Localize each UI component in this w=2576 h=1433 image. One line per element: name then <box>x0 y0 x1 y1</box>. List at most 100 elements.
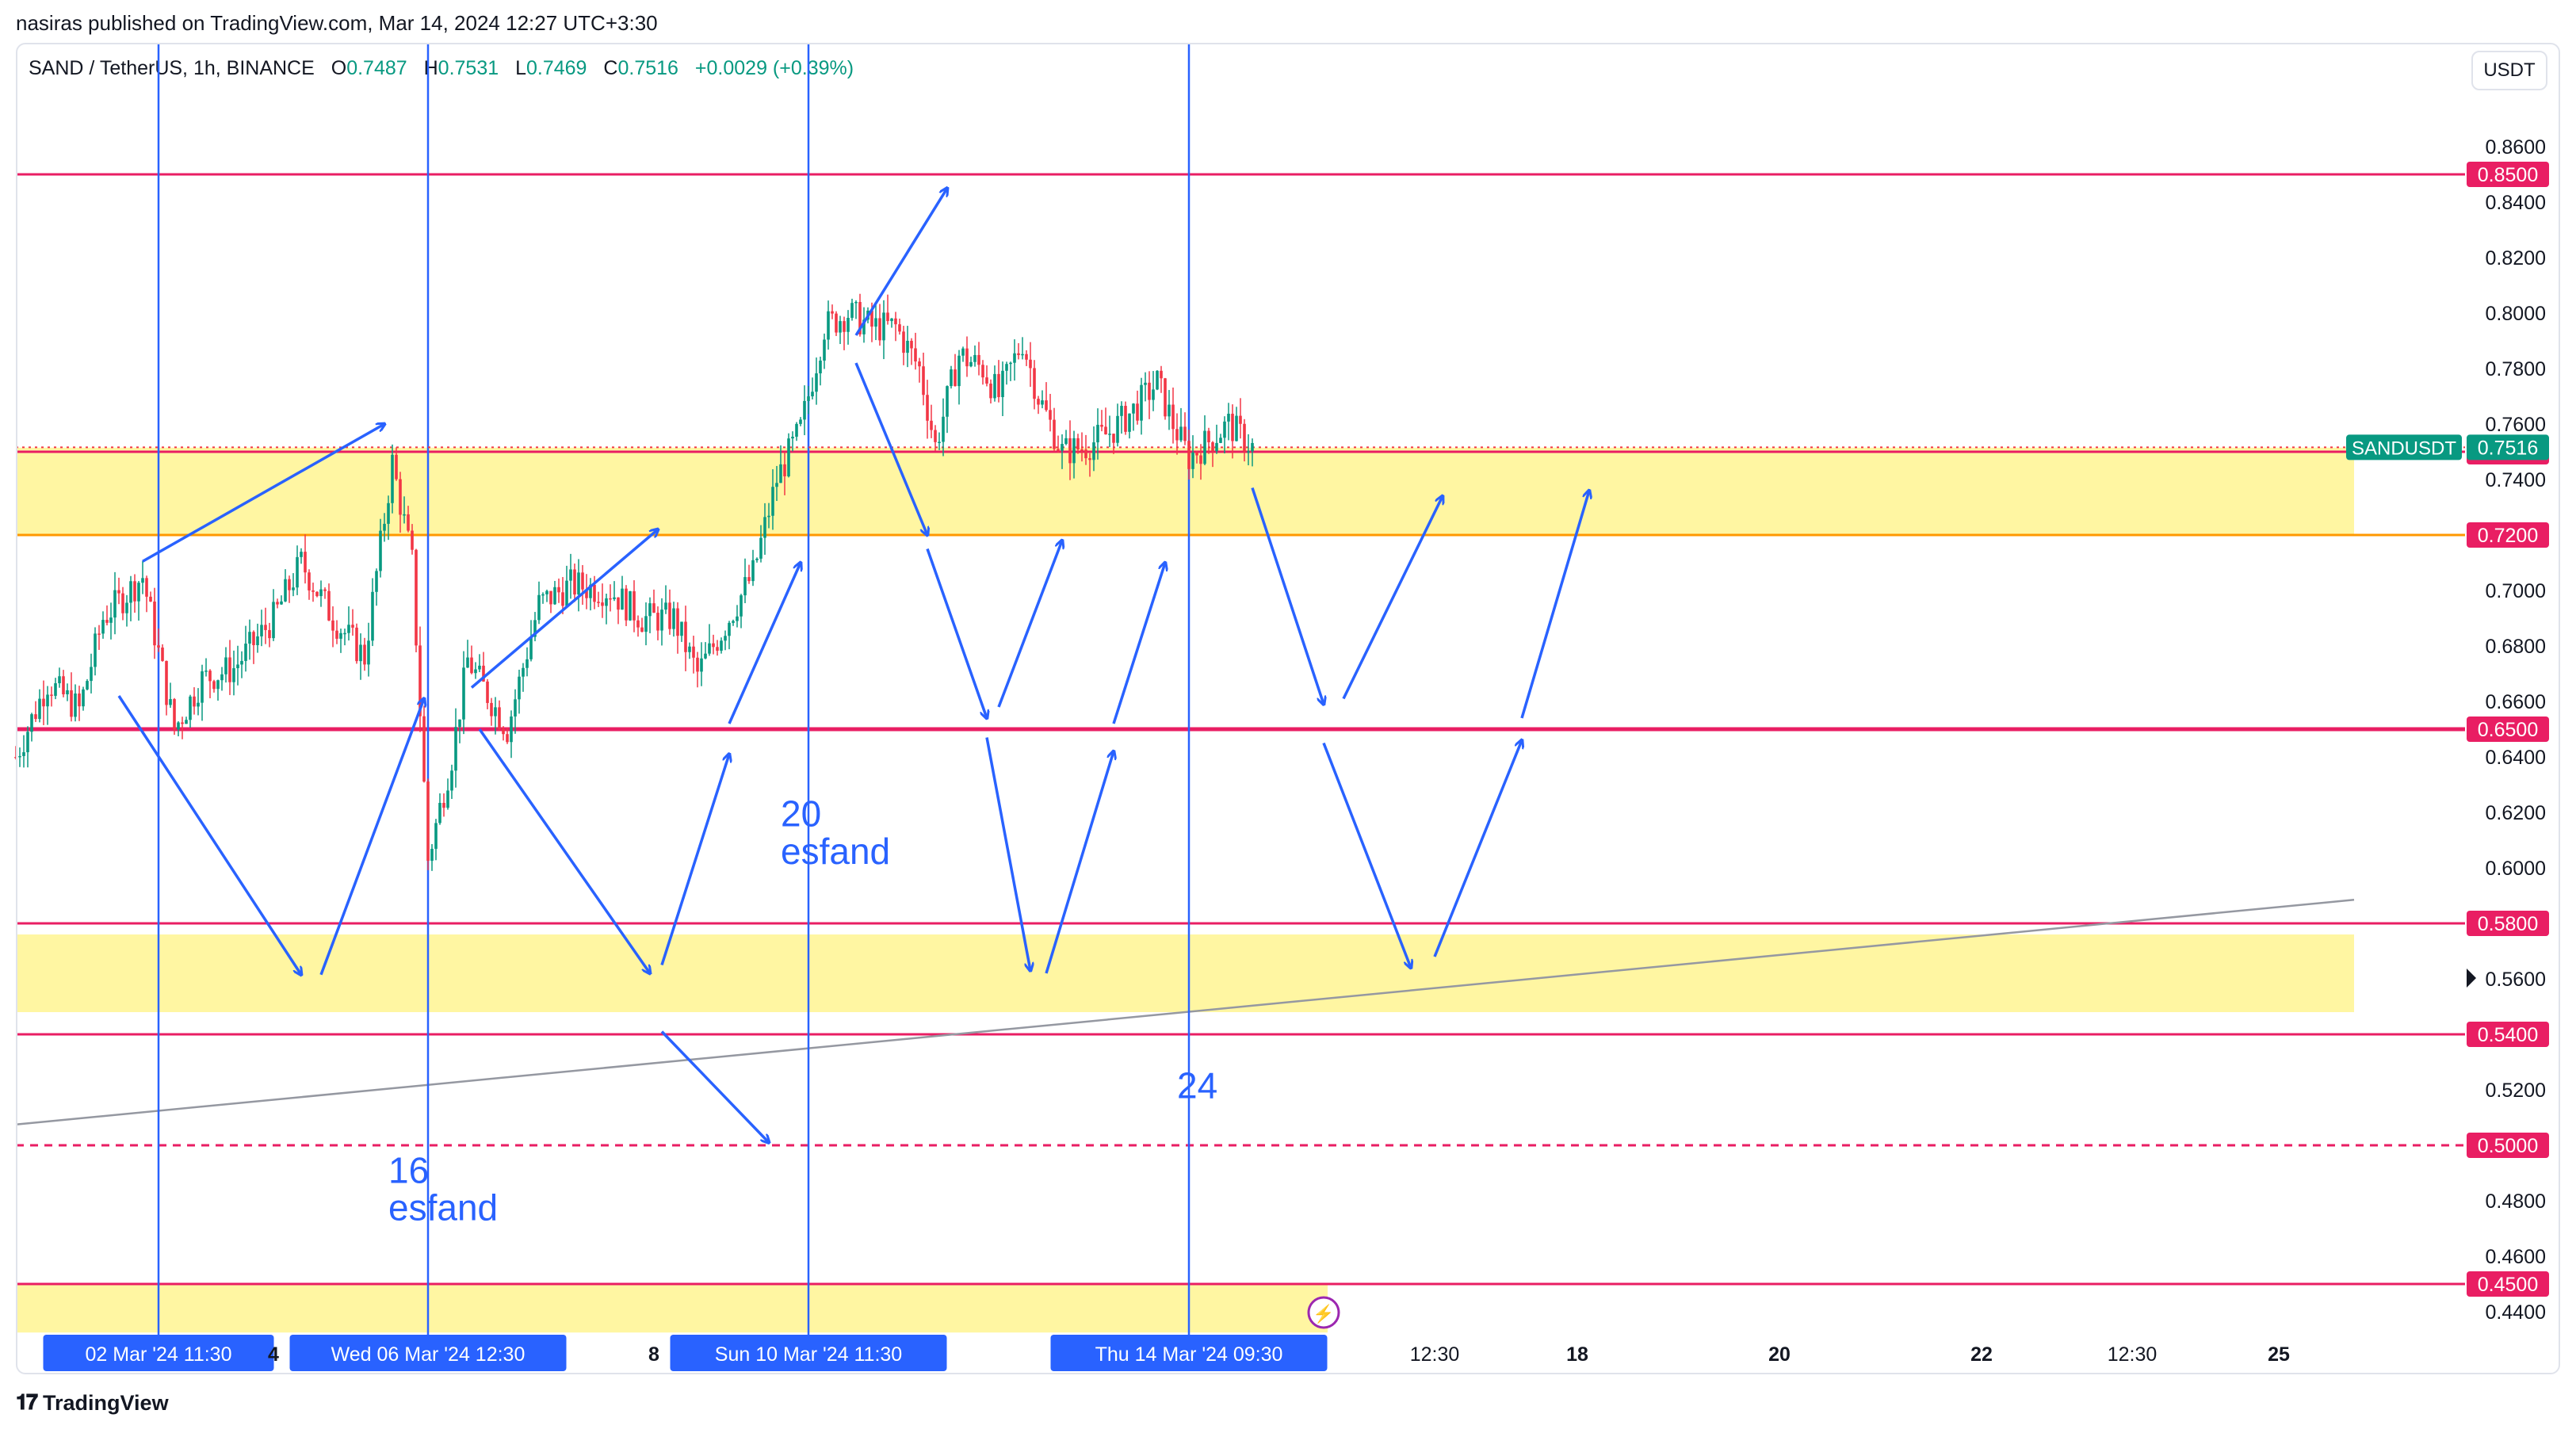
candle-body <box>565 580 568 606</box>
candle-body <box>823 339 826 361</box>
candle-body <box>954 369 957 387</box>
candle-body <box>466 657 469 668</box>
arrow-6 <box>728 563 801 724</box>
candle-body <box>280 601 283 605</box>
candle-body <box>1251 442 1254 452</box>
symbol-badge-label: SANDUSDT <box>2352 438 2456 459</box>
candle-body <box>629 590 632 621</box>
x-tick-label-9: 20 <box>1768 1343 1791 1366</box>
candle-body <box>1203 430 1206 464</box>
candle-body <box>973 354 977 362</box>
candle-body <box>1148 382 1151 400</box>
arrow-3 <box>470 529 658 689</box>
candle-body <box>1227 413 1230 422</box>
y-tick-label: 0.6600 <box>2486 691 2546 713</box>
candle-body <box>498 707 501 729</box>
y-tick-label: 0.8400 <box>2486 192 2546 214</box>
candle-body <box>268 629 271 639</box>
candle-body <box>419 645 422 716</box>
candle-body <box>363 644 366 665</box>
y-tick-label: 0.7800 <box>2486 358 2546 380</box>
candle-body <box>732 621 735 623</box>
level-badge-6 <box>2467 1133 2549 1158</box>
candle-body <box>819 360 822 374</box>
candle-body <box>553 587 556 605</box>
candle-body <box>58 676 61 684</box>
y-tick-label: 0.7600 <box>2486 414 2546 436</box>
candle-body <box>906 340 909 353</box>
level-badge-0 <box>2467 162 2549 187</box>
y-tick-label: 0.8200 <box>2486 247 2546 269</box>
candle-body <box>839 321 842 333</box>
x-tick-label-10: 22 <box>1970 1343 1993 1366</box>
candle-body <box>1120 406 1123 416</box>
x-tick-label-11: 12:30 <box>2108 1343 2157 1366</box>
candle-body <box>609 598 612 600</box>
arrow-13 <box>1045 751 1114 974</box>
candle-body <box>1223 421 1226 438</box>
time-badge-2 <box>289 1335 567 1371</box>
candle-body <box>644 616 648 632</box>
open-value: 0.7487 <box>346 57 407 79</box>
candle-body <box>1025 353 1028 360</box>
level-badge-2 <box>2467 522 2549 548</box>
candle-body <box>311 590 315 592</box>
candle-body <box>1183 426 1187 441</box>
candle-body <box>510 716 513 743</box>
candle-body <box>145 578 148 597</box>
symbol-badge <box>2346 434 2462 460</box>
candle-body <box>1247 451 1250 453</box>
candle-body <box>1179 426 1183 441</box>
candle-body <box>1061 444 1064 451</box>
candle-body <box>815 373 818 392</box>
candle-body <box>34 714 37 720</box>
candle-body <box>969 361 973 367</box>
candle-body <box>605 598 608 606</box>
candle-body <box>926 395 929 421</box>
trendline <box>15 899 2355 1125</box>
candle-body <box>886 312 889 322</box>
publisher-credit: nasiras published on TradingView.com, Ma… <box>16 11 658 35</box>
candle-body <box>1041 400 1044 405</box>
candle-body <box>232 668 235 682</box>
candle-body <box>1156 370 1159 390</box>
candle-body <box>1171 404 1175 430</box>
candle-body <box>189 696 192 720</box>
candle-body <box>1045 400 1048 411</box>
candle-body <box>549 590 552 605</box>
candle-body <box>736 616 739 621</box>
candle-body <box>1072 438 1076 464</box>
level-badge-label-2: 0.7200 <box>2478 525 2538 547</box>
candle-body <box>557 587 560 593</box>
candle-body <box>288 579 291 590</box>
currency-button[interactable]: USDT <box>2471 51 2547 90</box>
level-badge-7 <box>2467 1271 2549 1297</box>
candle-body <box>454 727 457 771</box>
level-badge-label-5: 0.5400 <box>2478 1024 2538 1046</box>
candle-body <box>688 646 691 652</box>
candle-body <box>1243 423 1246 452</box>
symbol-name[interactable]: SAND / TetherUS, 1h, BINANCE <box>29 57 315 79</box>
candle-body <box>82 689 85 707</box>
candle-body <box>1124 406 1127 432</box>
candle-body <box>704 653 707 659</box>
tradingview-brand[interactable]: 𝟏𝟕 TradingView <box>16 1390 169 1416</box>
candle-body <box>169 699 172 705</box>
candle-body <box>767 515 770 518</box>
y-tick-label: 0.4600 <box>2486 1246 2546 1268</box>
candle-body <box>1211 442 1214 452</box>
candle-body <box>763 517 766 538</box>
candle-body <box>90 667 93 682</box>
candle-body <box>105 620 109 623</box>
candle-body <box>399 479 402 515</box>
candle-body <box>835 313 838 333</box>
candle-body <box>585 589 588 598</box>
candle-body <box>46 694 49 707</box>
candle-body <box>434 823 438 849</box>
candle-body <box>248 632 251 644</box>
candle-body <box>236 664 239 669</box>
candle-body <box>252 632 255 646</box>
event-flash-icon <box>1307 1296 1340 1329</box>
candle-body <box>831 311 834 314</box>
